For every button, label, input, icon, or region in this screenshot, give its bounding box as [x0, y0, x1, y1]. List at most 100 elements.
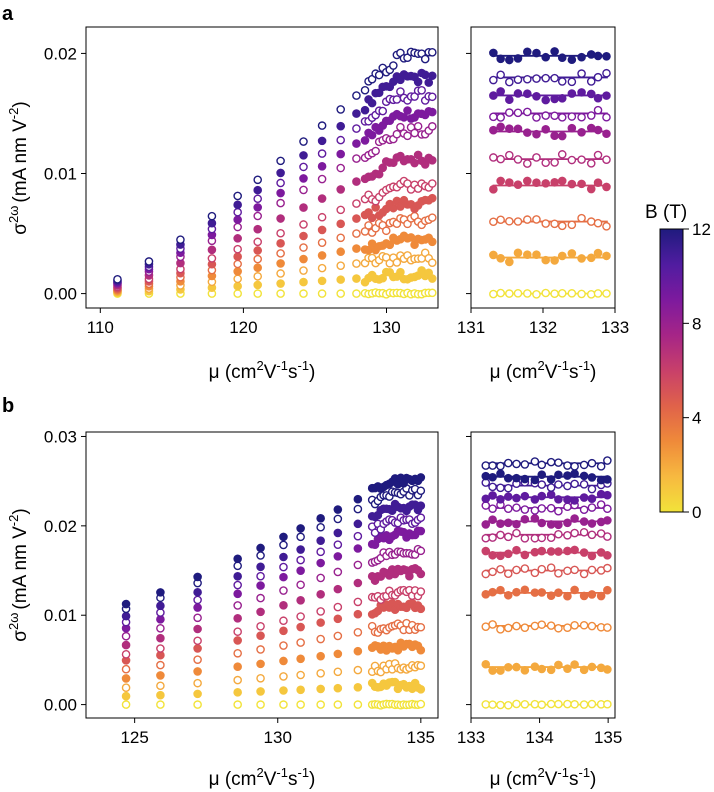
- data-point: [352, 244, 361, 253]
- data-point: [563, 623, 572, 633]
- data-point: [336, 163, 345, 173]
- data-point: [489, 125, 498, 135]
- data-point: [316, 590, 325, 599]
- data-point: [416, 526, 426, 536]
- data-point: [537, 620, 547, 629]
- data-point: [416, 501, 426, 511]
- data-point: [481, 461, 491, 470]
- data-point: [602, 68, 611, 78]
- data-point: [336, 261, 345, 270]
- data-point: [532, 113, 541, 122]
- data-point: [253, 254, 263, 264]
- data-point: [353, 700, 363, 709]
- data-point: [603, 475, 612, 484]
- data-point: [481, 700, 491, 709]
- data-point: [296, 580, 305, 590]
- data-point: [276, 289, 285, 298]
- data-point: [417, 86, 426, 95]
- data-point: [279, 672, 288, 681]
- data-point: [193, 700, 202, 709]
- panel-a-right-plot: 131 132 133: [457, 26, 629, 337]
- data-point: [512, 699, 521, 709]
- data-point: [550, 94, 559, 104]
- data-point: [381, 226, 391, 236]
- data-point: [570, 585, 579, 595]
- data-point: [317, 174, 327, 184]
- data-point: [579, 471, 589, 481]
- data-point: [233, 675, 242, 685]
- data-point: [603, 532, 612, 541]
- data-point: [333, 528, 343, 538]
- data-point: [541, 52, 551, 62]
- y-tick-label: 0.00: [44, 285, 77, 304]
- panel-label-b: b: [2, 395, 14, 417]
- data-point: [207, 245, 217, 255]
- data-point: [416, 569, 426, 579]
- data-point: [296, 595, 305, 605]
- data-point: [416, 684, 426, 694]
- panel-a-right-ticks: 131 132 133: [457, 52, 629, 337]
- data-point: [299, 243, 308, 252]
- data-point: [579, 527, 589, 537]
- data-point: [427, 107, 437, 117]
- data-point: [513, 217, 523, 226]
- data-point: [299, 266, 308, 275]
- data-point: [299, 289, 308, 298]
- data-point: [496, 87, 505, 96]
- data-point: [530, 475, 540, 485]
- data-point: [276, 249, 285, 258]
- data-point: [546, 457, 556, 467]
- data-point: [577, 128, 586, 137]
- data-point: [489, 153, 498, 162]
- data-point: [333, 649, 343, 659]
- data-point: [496, 564, 505, 574]
- data-point: [253, 237, 263, 247]
- data-point: [570, 469, 579, 478]
- data-point: [256, 562, 265, 572]
- data-point: [333, 614, 343, 624]
- data-point: [563, 471, 572, 480]
- data-point: [352, 124, 361, 133]
- x-tick-label: 131: [457, 318, 485, 337]
- data-point: [554, 529, 563, 539]
- data-point: [393, 645, 403, 655]
- data-point: [570, 479, 579, 489]
- data-point: [317, 238, 327, 247]
- data-point: [233, 289, 242, 298]
- data-point: [602, 155, 611, 164]
- data-point: [296, 638, 305, 647]
- panel-b-main-frame: [85, 431, 439, 719]
- data-point: [520, 505, 530, 514]
- data-point: [496, 519, 505, 529]
- data-point: [554, 495, 563, 504]
- data-point: [489, 48, 498, 58]
- data-point: [512, 459, 521, 469]
- data-point: [563, 481, 572, 491]
- data-point: [256, 571, 265, 581]
- data-point: [602, 91, 611, 100]
- data-point: [352, 139, 361, 148]
- data-point: [299, 203, 308, 212]
- data-point: [121, 640, 131, 650]
- data-point: [253, 224, 263, 234]
- data-point: [577, 213, 586, 223]
- data-point: [333, 631, 343, 641]
- data-point: [488, 700, 497, 709]
- data-point: [530, 699, 540, 709]
- data-point: [336, 149, 345, 159]
- data-point: [389, 203, 398, 213]
- data-point: [296, 566, 305, 575]
- data-point: [488, 587, 497, 597]
- data-point: [276, 156, 285, 166]
- data-point: [156, 671, 165, 680]
- data-point: [603, 585, 612, 595]
- data-point: [316, 558, 325, 568]
- data-point: [296, 532, 305, 542]
- data-point: [541, 288, 551, 298]
- data-point: [586, 253, 596, 263]
- data-point: [296, 545, 305, 554]
- data-point: [532, 178, 541, 188]
- data-point: [505, 108, 514, 117]
- data-point: [403, 131, 412, 141]
- data-point: [512, 545, 521, 555]
